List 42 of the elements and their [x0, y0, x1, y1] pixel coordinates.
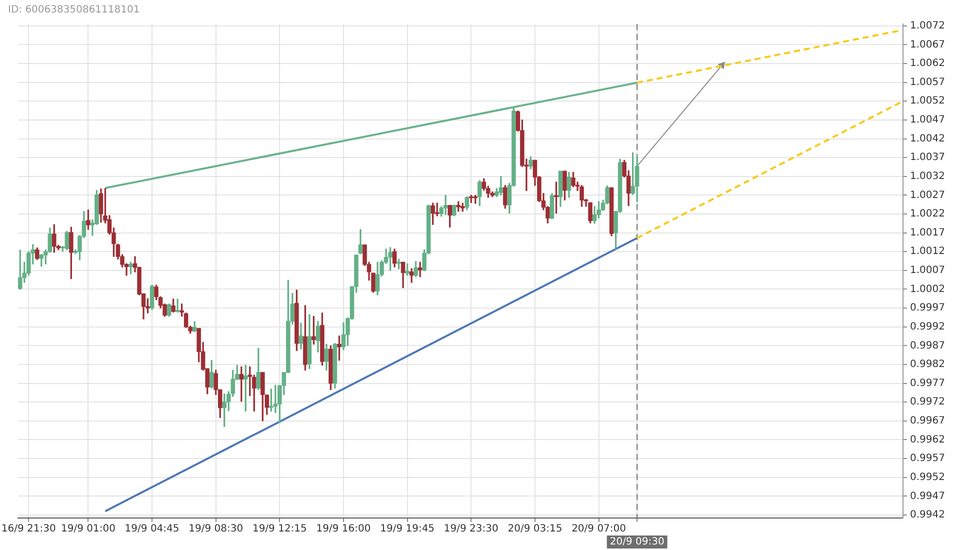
y-tick-label: 1.0012	[910, 246, 945, 258]
x-tick-label: 16/9 21:30	[1, 524, 56, 535]
candlestick	[175, 298, 180, 313]
y-tick-label: 1.0017	[910, 227, 945, 238]
y-tick-label: 1.0032	[910, 170, 945, 182]
x-tick-label: 20/9 09:30	[610, 536, 664, 548]
y-tick-label: 1.0057	[910, 76, 945, 88]
y-tick-label: 1.0037	[910, 152, 945, 164]
y-tick-label: 0.9957	[910, 453, 945, 464]
candlestick	[409, 268, 414, 283]
x-tick-label: 19/9 04:45	[124, 524, 180, 535]
x-tick-label: 20/9 07:00	[572, 524, 626, 535]
candlestick	[418, 262, 422, 278]
x-tick-label: 20/9 03:15	[508, 524, 562, 535]
y-tick-label: 0.9977	[910, 378, 945, 389]
y-tick-label: 0.9982	[910, 359, 945, 370]
y-tick-label: 0.9942	[910, 510, 945, 521]
y-tick-label: 0.9967	[910, 416, 945, 427]
y-tick-label: 0.9987	[910, 340, 945, 352]
x-tick-label: 19/9 01:00	[60, 524, 116, 535]
y-tick-label: 1.0067	[910, 39, 945, 50]
x-tick-label: 19/9 12:15	[252, 524, 307, 535]
x-tick-label: 19/9 23:30	[444, 524, 498, 535]
y-tick-label: 1.0027	[910, 190, 945, 201]
y-tick-label: 1.0002	[910, 284, 945, 295]
y-tick-label: 0.9952	[910, 472, 945, 483]
y-tick-label: 1.0022	[910, 208, 945, 220]
text: ID: 600638350861118101	[8, 4, 140, 16]
y-tick-label: 0.9992	[910, 321, 945, 332]
y-tick-label: 1.0062	[910, 58, 945, 70]
y-tick-label: 0.9997	[910, 302, 945, 314]
x-tick-label: 19/9 19:45	[380, 524, 435, 535]
y-tick-label: 0.9972	[910, 396, 945, 408]
y-tick-label: 0.9962	[910, 434, 945, 446]
x-tick-label: 19/9 16:00	[316, 524, 371, 535]
y-tick-label: 1.0072	[910, 20, 945, 32]
x-tick-label: 19/9 08:30	[188, 524, 244, 535]
y-tick-label: 1.0052	[910, 96, 945, 107]
y-tick-label: 1.0007	[910, 265, 945, 276]
y-tick-label: 1.0047	[910, 114, 945, 126]
y-tick-label: 1.0042	[910, 133, 945, 144]
y-tick-label: 0.9947	[910, 490, 945, 502]
